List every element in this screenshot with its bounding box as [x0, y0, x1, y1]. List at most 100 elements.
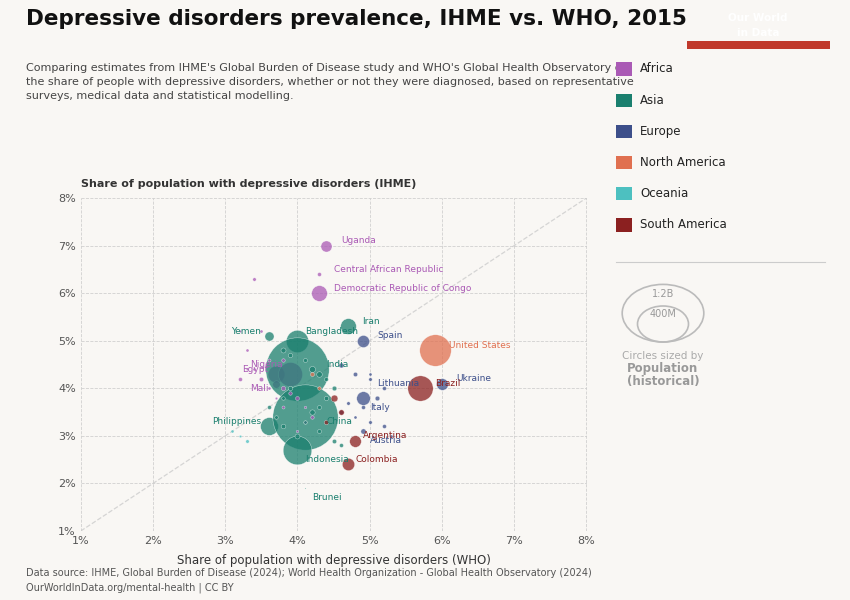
Point — [305, 412, 319, 422]
Text: Europe: Europe — [640, 125, 682, 138]
Text: Depressive disorders prevalence, IHME vs. WHO, 2015: Depressive disorders prevalence, IHME vs… — [26, 9, 686, 29]
Text: Argentina: Argentina — [362, 431, 407, 440]
Point — [348, 369, 362, 379]
Point — [283, 388, 298, 398]
Point — [233, 431, 246, 440]
Point — [312, 426, 326, 436]
Point — [276, 422, 290, 431]
Text: Oceania: Oceania — [640, 187, 688, 200]
Point — [377, 422, 391, 431]
Point — [262, 422, 275, 431]
Point — [435, 379, 449, 388]
Text: Egypt: Egypt — [242, 365, 269, 374]
Point — [355, 393, 369, 403]
Point — [334, 407, 348, 417]
Point — [355, 336, 369, 346]
Point — [334, 359, 348, 369]
FancyBboxPatch shape — [687, 41, 830, 49]
Text: Uganda: Uganda — [341, 236, 376, 245]
Point — [413, 383, 427, 393]
Point — [370, 393, 383, 403]
Point — [298, 403, 311, 412]
Point — [305, 364, 319, 374]
Text: in Data: in Data — [737, 28, 779, 38]
Point — [262, 383, 275, 393]
Text: India: India — [326, 360, 348, 369]
Text: United States: United States — [449, 341, 511, 350]
Text: Africa: Africa — [640, 62, 674, 76]
Point — [348, 436, 362, 445]
Point — [377, 383, 391, 393]
Point — [269, 379, 282, 388]
Text: Democratic Republic of Congo: Democratic Republic of Congo — [333, 284, 471, 293]
Point — [276, 383, 290, 393]
Point — [240, 346, 253, 355]
Point — [305, 407, 319, 417]
Point — [291, 431, 304, 440]
Text: Central African Republic: Central African Republic — [333, 265, 443, 274]
Point — [355, 426, 369, 436]
Point — [312, 383, 326, 393]
Point — [348, 412, 362, 422]
Text: Our World: Our World — [728, 13, 788, 23]
Text: Lithuania: Lithuania — [377, 379, 419, 388]
Point — [363, 374, 377, 383]
Point — [334, 407, 348, 417]
Point — [355, 403, 369, 412]
Point — [262, 403, 275, 412]
Point — [298, 484, 311, 493]
Text: Indonesia: Indonesia — [304, 455, 348, 464]
Point — [384, 431, 398, 440]
Point — [291, 364, 304, 374]
Text: Philippines: Philippines — [212, 417, 261, 426]
Point — [225, 426, 239, 436]
Point — [312, 289, 326, 298]
Text: Comparing estimates from IHME's Global Burden of Disease study and WHO's Global : Comparing estimates from IHME's Global B… — [26, 63, 633, 101]
Text: Colombia: Colombia — [355, 455, 398, 464]
Point — [255, 374, 269, 383]
Point — [326, 383, 340, 393]
Text: Nigeria: Nigeria — [251, 360, 283, 369]
Point — [363, 417, 377, 427]
Point — [312, 269, 326, 279]
Text: Data source: IHME, Global Burden of Disease (2024); World Health Organization - : Data source: IHME, Global Burden of Dise… — [26, 568, 592, 593]
Text: Ukraine: Ukraine — [456, 374, 491, 383]
Point — [262, 355, 275, 365]
Point — [255, 326, 269, 336]
Point — [334, 440, 348, 450]
Point — [320, 417, 333, 427]
Text: 1:2B: 1:2B — [652, 289, 674, 299]
Point — [240, 364, 253, 374]
Point — [247, 274, 261, 284]
Point — [276, 346, 290, 355]
Point — [320, 241, 333, 250]
Point — [276, 355, 290, 365]
Point — [298, 412, 311, 422]
Point — [341, 460, 354, 469]
Text: 400M: 400M — [649, 309, 677, 319]
Text: Mali: Mali — [250, 384, 269, 393]
Point — [341, 398, 354, 407]
Point — [428, 346, 441, 355]
Point — [298, 417, 311, 427]
Point — [363, 369, 377, 379]
Point — [312, 369, 326, 379]
Text: North America: North America — [640, 156, 726, 169]
Point — [326, 436, 340, 445]
Point — [283, 369, 298, 379]
Point — [320, 374, 333, 383]
Text: Population: Population — [627, 362, 699, 375]
Point — [326, 393, 340, 403]
Point — [233, 374, 246, 383]
Point — [283, 350, 298, 360]
Point — [298, 355, 311, 365]
Text: Bangladesh: Bangladesh — [304, 326, 358, 335]
Text: China: China — [326, 417, 352, 426]
Point — [291, 336, 304, 346]
Point — [291, 393, 304, 403]
Text: Brazil: Brazil — [434, 379, 460, 388]
Text: Circles sized by: Circles sized by — [622, 351, 704, 361]
Point — [291, 426, 304, 436]
Text: Brunei: Brunei — [312, 493, 342, 502]
Point — [262, 331, 275, 341]
